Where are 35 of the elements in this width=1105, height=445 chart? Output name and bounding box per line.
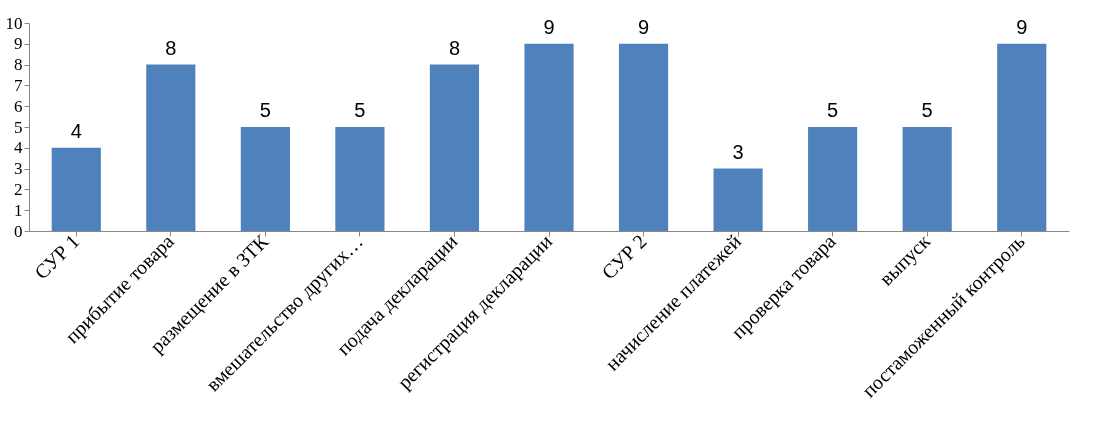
y-tick-label: 5 bbox=[14, 117, 23, 137]
bar bbox=[808, 127, 858, 231]
y-tick-label: 1 bbox=[14, 200, 23, 220]
bar bbox=[240, 127, 290, 231]
y-tick-label: 3 bbox=[14, 159, 23, 179]
bar bbox=[335, 127, 385, 231]
data-label: 3 bbox=[732, 140, 744, 163]
bar bbox=[429, 64, 480, 231]
bar bbox=[902, 127, 952, 231]
data-label: 8 bbox=[448, 36, 461, 59]
bar bbox=[51, 147, 101, 231]
data-label: 5 bbox=[827, 99, 839, 121]
x-tick-label: СУР 2 bbox=[597, 230, 651, 284]
y-tick-label: 9 bbox=[14, 34, 23, 54]
y-tick-label: 8 bbox=[14, 55, 23, 75]
y-tick-label: 2 bbox=[14, 179, 23, 199]
bar bbox=[713, 168, 763, 231]
data-label: 9 bbox=[637, 15, 650, 38]
y-tick-label: 7 bbox=[14, 75, 23, 95]
data-label: 9 bbox=[1016, 15, 1028, 38]
data-label: 5 bbox=[354, 99, 366, 121]
data-label: 5 bbox=[259, 99, 271, 121]
bar bbox=[618, 43, 669, 231]
bar bbox=[524, 43, 574, 231]
y-tick-label: 10 bbox=[5, 13, 23, 33]
x-tick-label: СУР 1 bbox=[30, 230, 84, 284]
bar bbox=[146, 64, 196, 231]
bar bbox=[997, 43, 1047, 231]
y-tick-label: 0 bbox=[14, 221, 23, 241]
data-label: 4 bbox=[70, 119, 82, 142]
data-label: 5 bbox=[921, 99, 933, 121]
data-label: 9 bbox=[543, 15, 555, 38]
y-tick-label: 4 bbox=[14, 138, 23, 158]
data-label: 8 bbox=[165, 36, 177, 59]
y-tick-label: 6 bbox=[14, 96, 23, 116]
